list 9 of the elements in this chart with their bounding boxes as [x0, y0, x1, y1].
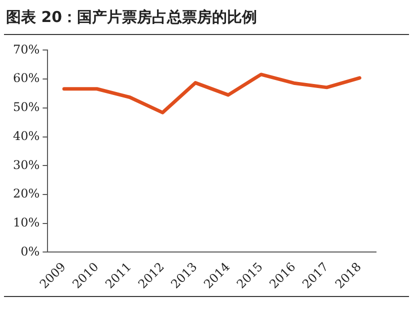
y-tick-label: 30%: [13, 158, 40, 172]
y-tick-label: 10%: [13, 215, 40, 230]
y-tick-label: 20%: [13, 186, 40, 201]
y-tick-label: 50%: [13, 100, 40, 114]
y-tick-label: 60%: [13, 71, 40, 86]
y-tick-label: 70%: [13, 42, 40, 56]
y-tick-label: 0%: [20, 244, 40, 258]
y-tick-label: 40%: [13, 128, 40, 143]
chart-title: 图表 20：国产片票房占总票房的比例: [6, 8, 258, 27]
